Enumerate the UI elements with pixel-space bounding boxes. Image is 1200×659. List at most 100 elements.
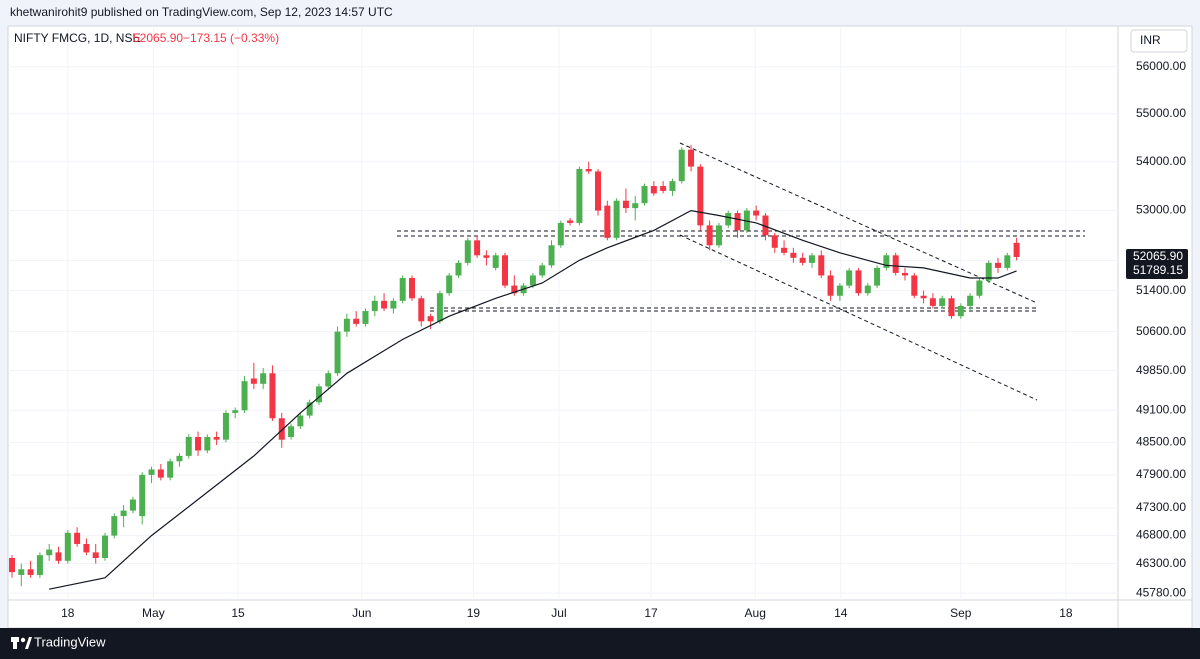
candle-body (678, 149, 685, 182)
footer-bar (0, 628, 1200, 659)
candle-body (297, 415, 304, 427)
logo-shape (13, 642, 17, 649)
candle-body (222, 412, 229, 440)
price-change: −173.15 (−0.33%) (183, 31, 279, 45)
candle-body (548, 245, 555, 266)
candle-body (213, 436, 220, 440)
x-tick-label: 14 (834, 606, 848, 620)
candle-body (911, 275, 918, 296)
candle-body (576, 169, 583, 223)
y-tick-label: 46800.00 (1136, 528, 1186, 542)
x-tick-label: 15 (231, 606, 245, 620)
candle-body (706, 225, 713, 246)
candle-body (650, 186, 657, 194)
drawings (397, 142, 1085, 401)
candle-body (846, 270, 853, 286)
candle-body (371, 300, 378, 312)
price-label: 52065.90 (1133, 249, 1183, 263)
y-tick-label: 49100.00 (1136, 402, 1186, 416)
x-tick-label: 17 (644, 606, 658, 620)
x-tick-label: Sep (950, 606, 972, 620)
y-tick-label: 50600.00 (1136, 324, 1186, 338)
candle-body (408, 277, 415, 299)
x-tick-label: Jun (352, 606, 371, 620)
currency-box[interactable] (1130, 29, 1188, 53)
candle-body (864, 285, 871, 294)
candle-body (167, 461, 174, 478)
candle-body (269, 373, 276, 419)
candle-body (725, 213, 732, 226)
candle-body (734, 213, 741, 231)
y-tick-label: 47900.00 (1136, 467, 1186, 481)
candle-body (446, 275, 453, 294)
candle-body (827, 275, 834, 296)
candle-body (353, 318, 360, 324)
x-tick-label: May (142, 606, 165, 620)
candle-body (939, 298, 946, 306)
candle-body (595, 171, 602, 211)
candle-body (157, 469, 164, 478)
candle-body (688, 149, 695, 167)
candle-body (204, 436, 211, 451)
candle-body (874, 267, 881, 286)
candle-body (343, 318, 350, 332)
y-tick-label: 51400.00 (1136, 283, 1186, 297)
candle-body (920, 295, 927, 299)
candle-body (148, 469, 155, 475)
price-label-box (1126, 262, 1188, 279)
candle-body (632, 203, 639, 209)
x-tick-label: 19 (467, 606, 481, 620)
candle-body (641, 186, 648, 204)
axes: 45780.00 46300.00 46800.00 47300.00 47900.00… (61, 59, 1188, 620)
candle-body (464, 240, 471, 263)
chart-panel (7, 25, 1193, 629)
publisher-line: khetwanirohit9 published on TradingView.… (10, 5, 393, 19)
candle-body (613, 200, 620, 238)
candle-body (539, 265, 546, 276)
candle-body (511, 285, 518, 294)
candle-body (660, 186, 667, 191)
candle-body (362, 311, 369, 324)
candle-body (139, 474, 146, 517)
candle-body (604, 205, 611, 238)
candle-body (818, 255, 825, 276)
candle-body (492, 255, 499, 268)
moving-average (49, 209, 1017, 590)
candle-body (120, 510, 127, 517)
candle-body (334, 331, 341, 374)
candle-body (1013, 242, 1020, 258)
candle-body (976, 280, 983, 296)
candle-body (18, 569, 25, 575)
symbol-title: NIFTY FMCG, 1D, NSE (14, 31, 140, 45)
candle-body (381, 300, 388, 309)
candle-body (781, 247, 788, 253)
y-tick-label: 55000.00 (1136, 106, 1186, 120)
candle-body (278, 418, 285, 440)
candle-body (241, 381, 248, 411)
y-tick-label: 53000.00 (1136, 203, 1186, 217)
candle-body (102, 535, 109, 559)
currency: INR (1140, 33, 1161, 47)
footer-logo (11, 637, 32, 649)
footer-brand: TradingView (34, 634, 106, 649)
candle-body (771, 235, 778, 248)
candle-body (129, 499, 136, 511)
candle-body (762, 215, 769, 236)
candle-body (883, 255, 890, 268)
candle-body (799, 257, 806, 263)
candle-body (483, 255, 490, 258)
candle-body (315, 386, 322, 403)
candle-body (418, 298, 425, 322)
channel-lower (679, 234, 1038, 401)
candle-body (8, 558, 15, 573)
candle-body (585, 169, 592, 172)
candle-body (55, 552, 62, 561)
candle-body (27, 569, 34, 575)
candle-body (195, 436, 202, 451)
candle-body (399, 277, 406, 301)
marks (8, 144, 1020, 590)
candle-body (474, 240, 481, 256)
candle-body (455, 262, 462, 276)
